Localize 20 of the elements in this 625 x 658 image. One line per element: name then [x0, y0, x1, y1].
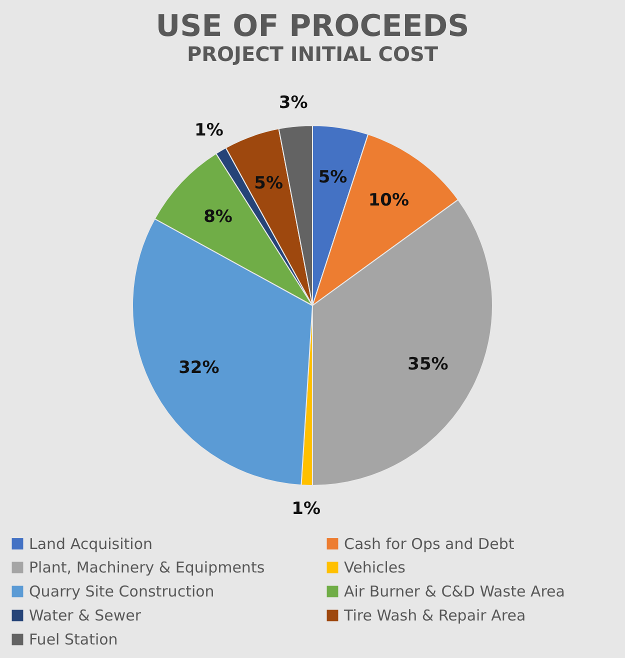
legend-label: Quarry Site Construction [29, 582, 214, 600]
legend-label: Vehicles [344, 558, 406, 576]
data-label: 1% [194, 120, 224, 140]
chart-subtitle: PROJECT INITIAL COST [186, 42, 438, 66]
data-label: 35% [408, 354, 448, 374]
data-label: 32% [178, 358, 220, 378]
data-label: 8% [204, 206, 232, 227]
legend-label: Land Acquisition [29, 534, 153, 553]
data-label: 3% [278, 93, 308, 114]
data-label: 1% [292, 498, 321, 519]
data-label: 10% [368, 190, 410, 211]
legend-label: Cash for Ops and Debt [344, 534, 514, 553]
legend-label: Air Burner & C&D Waste Area [344, 582, 565, 600]
legend-label: Water & Sewer [29, 606, 142, 624]
legend-label: Fuel Station [29, 630, 118, 648]
legend-label: Plant, Machinery & Equipments [29, 558, 265, 576]
chart-title: USE OF PROCEEDS [156, 9, 470, 44]
data-label: 5% [254, 174, 284, 194]
legend-label: Tire Wash & Repair Area [343, 606, 526, 624]
data-label: 5% [318, 167, 348, 188]
